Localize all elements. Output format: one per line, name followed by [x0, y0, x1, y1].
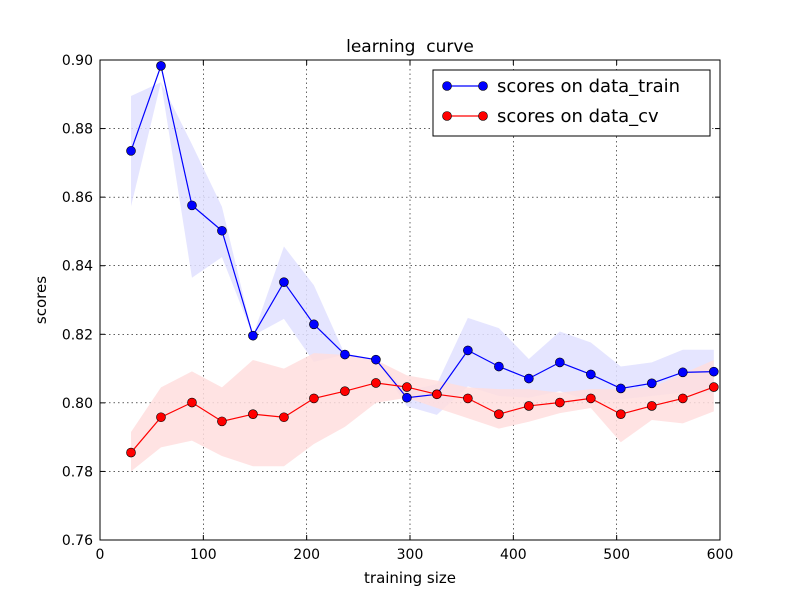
data-point-1	[126, 447, 136, 458]
series-line-0	[130, 63, 714, 399]
data-point-1	[371, 378, 381, 388]
confidence-band-1	[131, 353, 714, 472]
legend: scores on data_train scores on data_cv	[432, 69, 711, 137]
series-points	[126, 61, 719, 458]
y-axis-label: scores	[32, 276, 50, 324]
data-point-1	[279, 412, 289, 423]
chart-title: learning curve	[346, 37, 474, 57]
data-point-1	[432, 389, 442, 400]
y-tick-label: 0.86	[62, 190, 93, 206]
data-point-1	[402, 382, 412, 392]
y-tick-label: 0.82	[62, 327, 93, 343]
data-point-0	[187, 200, 197, 211]
x-tick-label: 600	[707, 547, 734, 563]
data-point-1	[494, 409, 504, 419]
data-point-1	[156, 412, 166, 423]
y-tick-label: 0.90	[62, 53, 93, 69]
data-point-0	[340, 349, 350, 360]
series-lines	[130, 63, 715, 453]
data-point-0	[615, 383, 626, 394]
x-tick-label: 200	[293, 547, 320, 563]
data-point-1	[708, 382, 719, 392]
y-tick-label: 0.88	[62, 122, 93, 138]
data-point-0	[402, 392, 412, 403]
data-point-0	[309, 319, 319, 330]
legend-marker-train	[442, 81, 452, 91]
x-tick-label: 400	[500, 547, 527, 563]
data-point-1	[524, 401, 534, 411]
x-tick-label: 100	[190, 547, 217, 563]
data-point-1	[309, 393, 319, 404]
legend-label-train: scores on data_train	[497, 76, 680, 97]
legend-frame	[432, 69, 711, 137]
data-point-0	[217, 225, 227, 236]
data-point-0	[555, 357, 565, 368]
data-point-1	[615, 409, 626, 419]
x-axis-label: training size	[364, 569, 456, 587]
data-point-1	[646, 401, 657, 411]
y-tick-label: 0.80	[62, 396, 93, 412]
data-point-1	[217, 416, 227, 427]
y-tick-label: 0.76	[62, 533, 93, 549]
y-tick-label: 0.78	[62, 464, 93, 480]
data-point-0	[156, 61, 166, 71]
x-tick-label: 500	[603, 547, 630, 563]
legend-marker-train	[478, 81, 488, 91]
legend-marker-cv	[442, 111, 452, 121]
data-point-1	[586, 393, 596, 404]
data-point-1	[187, 397, 197, 408]
x-tick-label: 0	[96, 547, 105, 563]
data-point-1	[248, 409, 258, 419]
data-point-0	[677, 367, 688, 378]
legend-label-cv: scores on data_cv	[497, 106, 659, 127]
y-tick-label: 0.84	[62, 259, 93, 275]
data-point-1	[340, 386, 350, 397]
series-line-1	[130, 382, 715, 453]
data-point-0	[279, 277, 289, 287]
data-point-1	[677, 393, 688, 404]
data-point-0	[524, 373, 534, 384]
data-point-0	[494, 361, 504, 372]
legend-marker-cv	[478, 111, 488, 121]
data-point-0	[646, 378, 657, 389]
data-point-0	[463, 345, 473, 356]
data-point-1	[463, 393, 473, 404]
data-point-1	[555, 397, 565, 408]
data-point-0	[248, 330, 258, 341]
data-point-0	[708, 366, 719, 377]
data-point-0	[126, 146, 136, 156]
data-point-0	[586, 369, 596, 380]
data-point-0	[371, 354, 381, 365]
x-tick-label: 300	[397, 547, 424, 563]
axis-ticks: 0 100 200 300 400 500 600 0.76 0.78 0.80 0.82 0.84 0…	[62, 53, 734, 563]
